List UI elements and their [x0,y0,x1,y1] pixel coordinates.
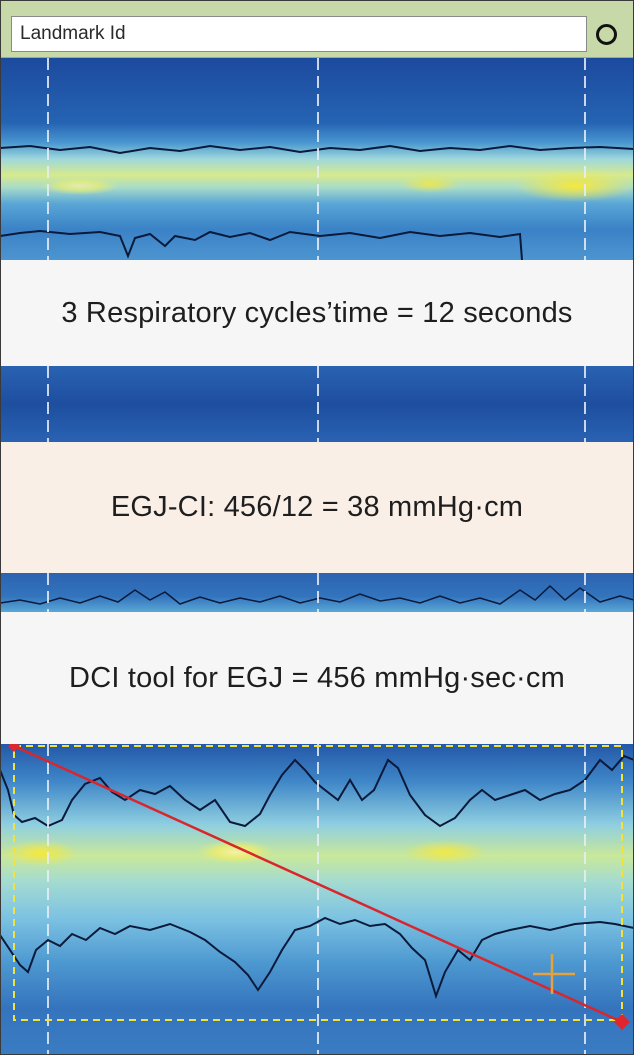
hot-spot [400,175,460,193]
circle-outline-icon-ring [595,23,617,45]
red-diamond-marker-icon[interactable] [614,1014,630,1030]
dci-tool-box[interactable] [13,745,623,1021]
landmark-id-field[interactable]: Landmark Id [11,16,587,52]
respiratory-cycles-annotation: 3 Respiratory cycles’time = 12 seconds [0,260,634,366]
hot-spot [403,840,487,864]
isobar-contour [0,916,634,1000]
time-marker-lines [47,58,586,1055]
dci-tool-diagonal[interactable] [13,744,623,1024]
crosshair-icon[interactable] [533,954,575,994]
hot-spot [40,177,120,195]
dci-tool-text: DCI tool for EGJ = 456 mmHg·sec·cm [69,661,565,694]
isobar-contour [0,584,634,605]
respiratory-cycles-text: 3 Respiratory cycles’time = 12 seconds [61,296,573,329]
landmark-toolbar: Landmark Id [0,0,634,58]
egj-ci-annotation: EGJ-CI: 456/12 = 38 mmHg·cm [0,442,634,573]
hot-spot [195,840,275,864]
hot-spot [515,170,634,202]
dci-tool-annotation: DCI tool for EGJ = 456 mmHg·sec·cm [0,612,634,744]
isobar-contour [0,144,634,155]
isobar-contour [0,229,523,261]
isobar-contour [0,754,634,828]
hot-spot [2,840,78,866]
egj-ci-text: EGJ-CI: 456/12 = 38 mmHg·cm [110,491,524,523]
circle-outline-icon[interactable] [589,16,623,52]
